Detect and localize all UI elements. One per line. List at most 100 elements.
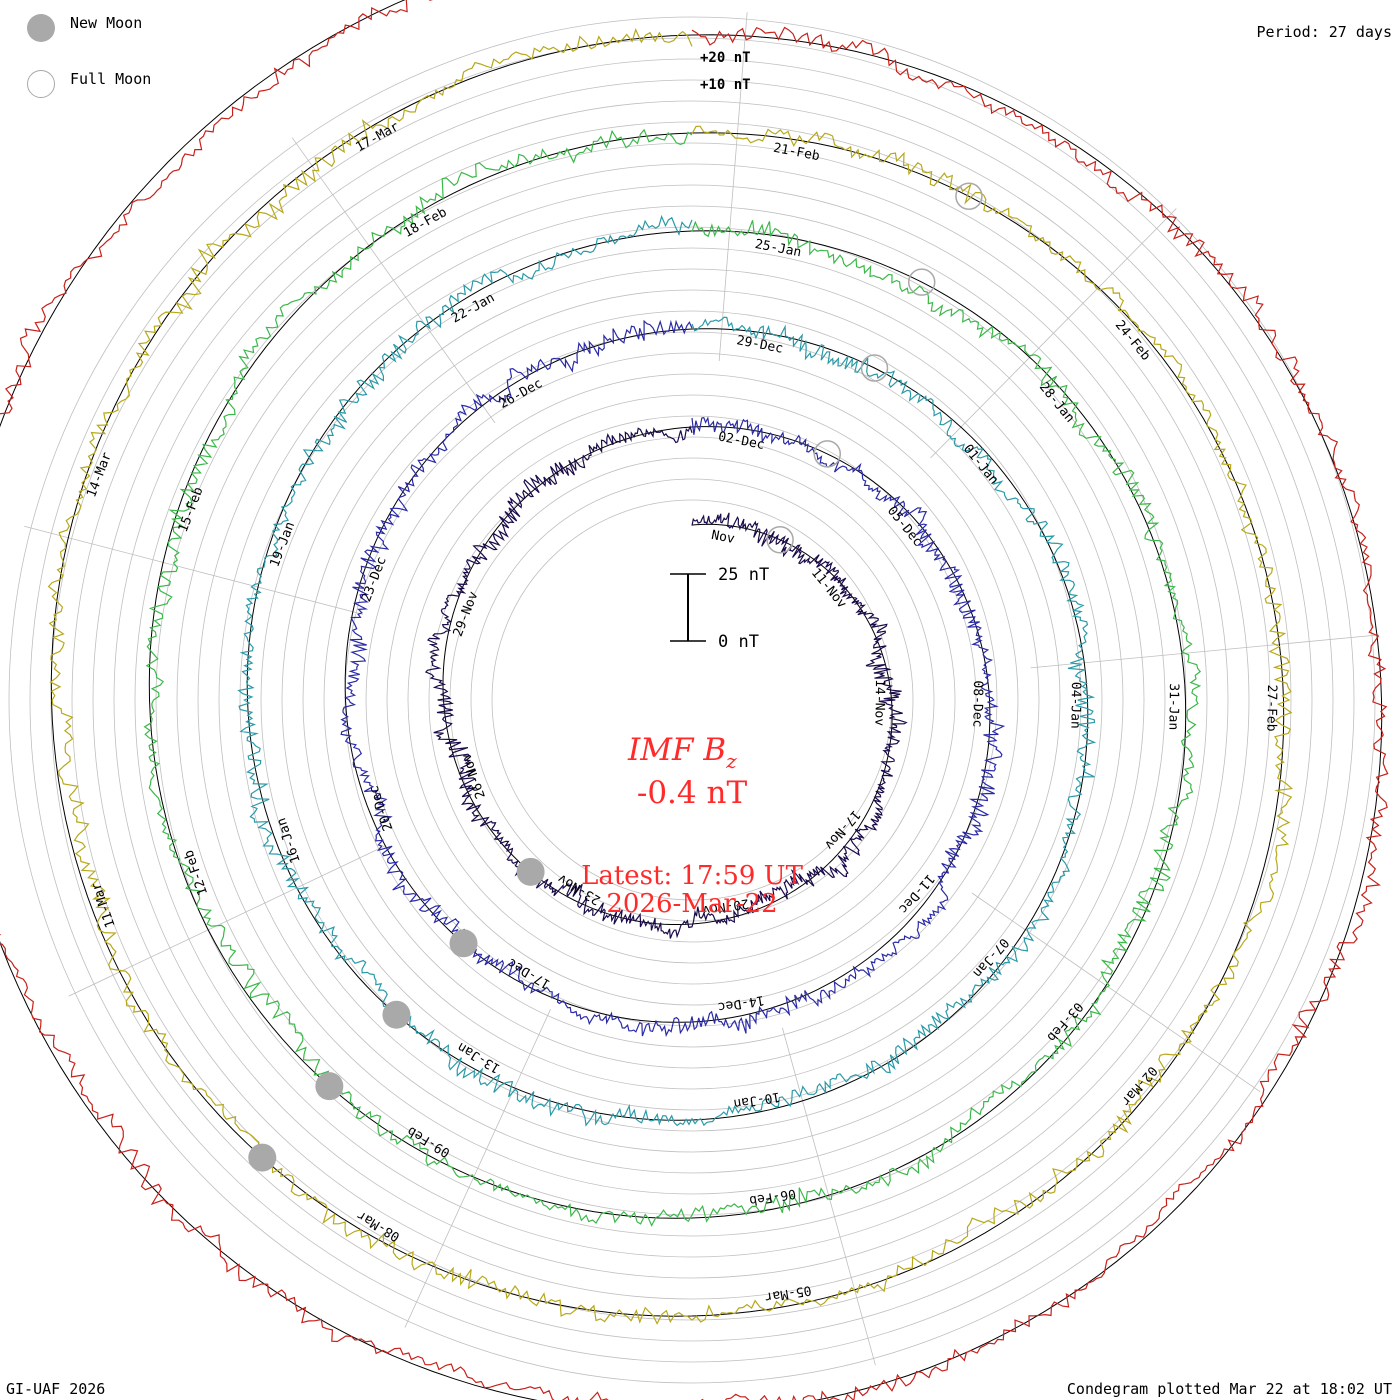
grid-ring: [386, 394, 998, 1006]
radial-grid: [8, 12, 1379, 1384]
grid-ring: [365, 373, 1019, 1027]
date-label: 14-Dec: [717, 992, 766, 1014]
date-label: 03-Feb: [1043, 999, 1085, 1044]
plotted-timestamp: Condegram plotted Mar 22 at 18:02 UT: [1066, 1380, 1392, 1398]
new-moon-marker: [449, 929, 478, 958]
date-label: 05-Mar: [764, 1282, 813, 1304]
new-moon-legend-label: New Moon: [70, 14, 143, 32]
parameter-label: IMF Bz: [627, 732, 737, 773]
date-label: 14-Nov: [871, 679, 887, 726]
grid-ring: [344, 352, 1040, 1048]
grid-ring: [8, 16, 1376, 1384]
grid-ring: [218, 226, 1166, 1174]
parameter-name: IMF B: [627, 732, 726, 768]
grid-ring: [470, 478, 914, 922]
date-label: 10-Jan: [732, 1089, 781, 1111]
grid-spoke: [24, 525, 364, 615]
full-moon-marker: [813, 440, 842, 468]
moon-markers: [248, 182, 983, 1172]
latest-date: 2026-Mar-22: [606, 889, 777, 919]
grid-ring: [71, 79, 1313, 1321]
date-label: Nov: [710, 528, 736, 547]
grid-spoke: [718, 12, 748, 362]
grid-spoke: [404, 1009, 551, 1328]
date-label: 18-Feb: [401, 205, 449, 241]
grid-spoke: [971, 892, 1261, 1092]
date-label: 20-Nov: [701, 895, 750, 917]
grid-ring: [323, 331, 1061, 1069]
parameter-subscript: z: [725, 749, 737, 773]
grid-ring: [155, 163, 1229, 1237]
latest-time: Latest: 17:59 UT: [581, 861, 804, 891]
baseline-turn-0: [442, 426, 893, 925]
date-label: 13-Jan: [455, 1039, 503, 1076]
grid-spoke: [1030, 634, 1379, 669]
date-label: 22-Jan: [449, 290, 497, 326]
date-label: 31-Jan: [1165, 683, 1181, 730]
date-label: 29-Nov: [451, 589, 482, 638]
trace-turn-0: [424, 425, 908, 939]
date-label: 04-Jan: [1067, 682, 1083, 729]
date-label: 06-Feb: [748, 1185, 797, 1207]
new-moon-marker: [382, 1000, 411, 1029]
trace-turn-2: [237, 214, 1097, 1127]
date-label: 23-Dec: [359, 555, 390, 604]
grid-ring: [428, 436, 956, 964]
scale-bar: 25 nT 0 nT: [670, 565, 769, 652]
full-moon-marker: [766, 526, 794, 554]
trace-turn-4: [47, 28, 1294, 1325]
date-labels: Nov11-Nov14-Nov17-Nov20-Nov23-Nov26-Nov2…: [84, 119, 1279, 1304]
date-label: 27-Feb: [1263, 684, 1279, 731]
grid-ring: [29, 37, 1355, 1363]
baseline-turn-1: [344, 328, 991, 1023]
date-label: 11-Mar: [89, 880, 119, 929]
date-label: 20-Dec: [367, 784, 397, 833]
trace-turn-3: [143, 128, 1202, 1227]
full-moon-marker: [955, 182, 983, 211]
new-moon-legend-swatch: [27, 14, 55, 42]
grid-ring: [281, 289, 1103, 1111]
date-label: 26-Dec: [497, 376, 545, 412]
new-moon-marker: [315, 1072, 344, 1101]
full-moon-marker: [907, 268, 936, 296]
date-label: 15-Feb: [176, 485, 207, 534]
grid-ring: [92, 100, 1292, 1300]
trace-turn-1: [340, 319, 1006, 1038]
grid-ring: [197, 205, 1187, 1195]
grid-ring: [134, 142, 1250, 1258]
full-moon-marker: [860, 354, 889, 382]
date-label: 16-Jan: [274, 816, 304, 865]
full-moon-legend-label: Full Moon: [70, 70, 152, 88]
grid-ring: [407, 415, 977, 985]
grid-ring: [449, 457, 935, 943]
scale-label-top: +20 nT: [700, 50, 751, 66]
grid-ring: [176, 184, 1208, 1216]
current-value: -0.4 nT: [637, 775, 748, 811]
grid-ring: [260, 268, 1124, 1132]
date-label: 29-Dec: [735, 333, 784, 357]
grid-ring: [239, 247, 1145, 1153]
new-moon-marker: [516, 857, 545, 886]
scale-label-second: +10 nT: [700, 77, 751, 93]
period-label: Period: 27 days: [1256, 23, 1392, 41]
date-label: 08-Dec: [969, 680, 985, 727]
date-label: 07-Jan: [969, 935, 1011, 980]
baseline-turn-2: [246, 230, 1089, 1121]
date-label: 11-Dec: [895, 871, 937, 916]
grid-ring: [302, 310, 1082, 1090]
grid-spoke: [291, 137, 496, 424]
date-label: 02-Mar: [1118, 1063, 1160, 1108]
date-label: 25-Jan: [754, 237, 803, 261]
scale-bar-bottom-label: 0 nT: [718, 632, 759, 652]
date-label: 21-Feb: [772, 141, 821, 165]
baseline-turn-3: [148, 132, 1187, 1219]
grid-ring: [113, 121, 1271, 1279]
grid-spoke: [930, 208, 1177, 459]
credit-label: GI-UAF 2026: [6, 1380, 106, 1398]
date-label: 08-Mar: [355, 1207, 403, 1244]
full-moon-legend-swatch: [27, 70, 55, 98]
grid-spoke: [781, 1027, 876, 1366]
